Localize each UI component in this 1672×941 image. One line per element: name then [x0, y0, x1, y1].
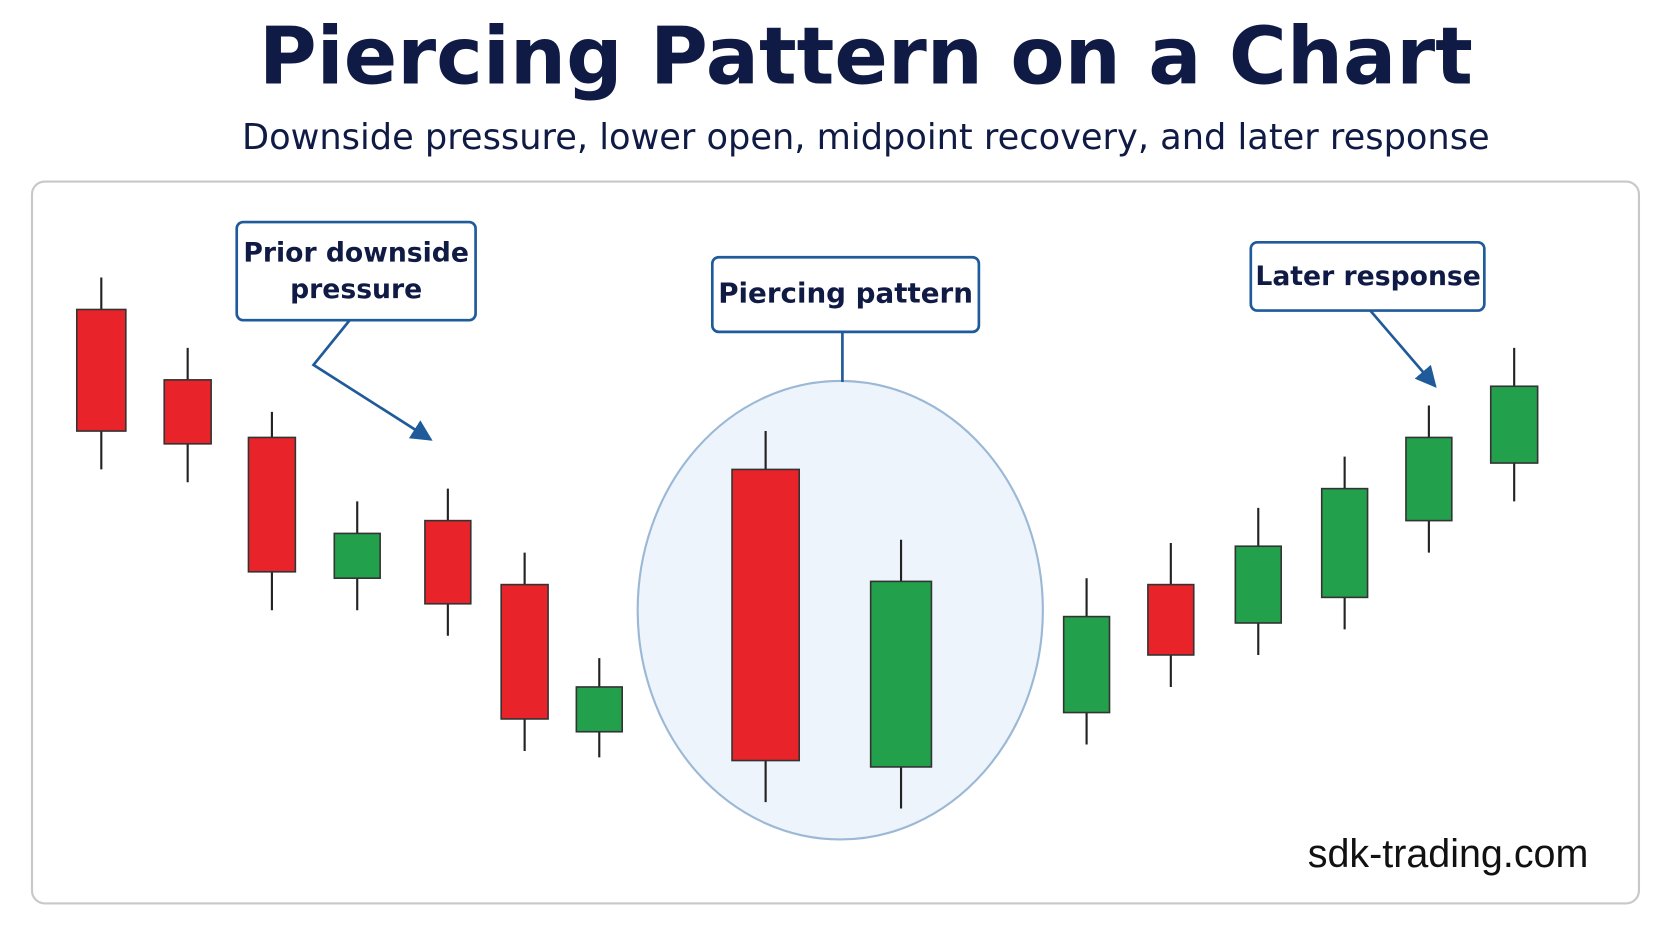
- candle-body: [500, 583, 549, 720]
- watermark: sdk-trading.com: [1308, 832, 1589, 876]
- callout-text: Piercing pattern: [718, 277, 973, 310]
- candle-body: [1320, 487, 1369, 599]
- candle-body: [333, 532, 381, 579]
- candle-body: [869, 580, 933, 768]
- candle-body: [1405, 436, 1453, 522]
- callout-text: pressure: [290, 274, 422, 305]
- candles: [75, 277, 1539, 809]
- callout-box: [710, 255, 981, 334]
- chart-title: Piercing Pattern on a Chart: [259, 11, 1473, 103]
- candle-body: [731, 468, 801, 762]
- callout-text: Later response: [1255, 261, 1481, 292]
- callout-arrow: [311, 319, 433, 441]
- chart-subtitle: Downside pressure, lower open, midpoint …: [242, 117, 1490, 158]
- highlight-ellipse: [636, 379, 1044, 841]
- candle-body: [163, 379, 212, 445]
- candle-body: [1147, 583, 1195, 656]
- candle-body: [575, 686, 624, 733]
- candle-body: [1489, 385, 1539, 464]
- callout-text: Prior downside: [243, 238, 469, 269]
- candle-body: [247, 436, 297, 573]
- candle-body: [1062, 615, 1111, 714]
- candle-body: [1234, 545, 1282, 624]
- callout-box: [235, 220, 477, 322]
- callout-arrow: [1369, 309, 1437, 388]
- candle-body: [424, 519, 472, 605]
- callout-box: [1249, 240, 1486, 312]
- candle-body: [75, 308, 127, 432]
